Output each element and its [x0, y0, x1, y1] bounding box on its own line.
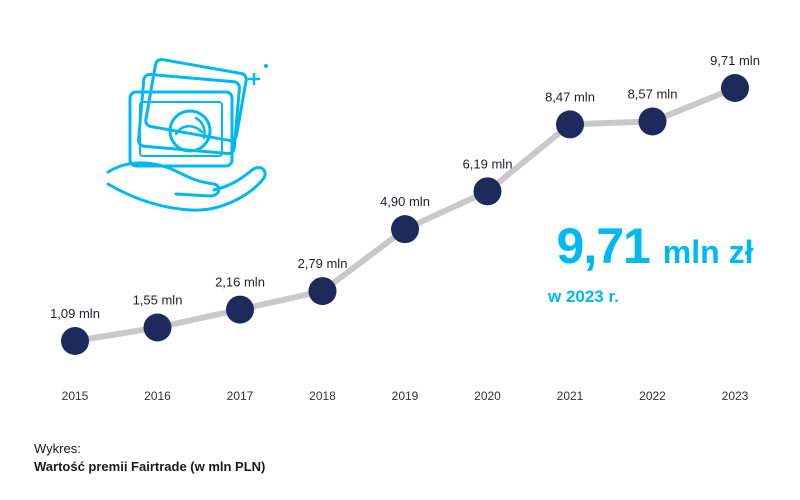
data-point	[308, 277, 337, 306]
data-label: 2,16 mln	[215, 275, 265, 290]
data-point	[721, 74, 749, 102]
x-tick-label: 2023	[722, 389, 749, 403]
data-point	[391, 215, 419, 244]
caption-title: Wartość premii Fairtrade (w mln PLN)	[34, 459, 266, 474]
caption-prefix: Wykres:	[34, 441, 81, 456]
data-label: 9,71 mln	[710, 53, 760, 68]
data-label: 4,90 mln	[380, 194, 430, 209]
data-point	[638, 107, 667, 136]
x-tick-label: 2022	[639, 389, 666, 403]
data-point	[556, 110, 584, 139]
x-tick-label: 2017	[227, 389, 254, 403]
highlight-subtitle: w 2023 r.	[548, 287, 619, 306]
highlight-value: 9,71 mln zł	[530, 218, 780, 280]
x-tick-label: 2018	[309, 389, 336, 403]
data-label: 8,47 mln	[545, 89, 595, 104]
data-label: 6,19 mln	[463, 156, 513, 171]
data-label: 1,55 mln	[133, 292, 183, 307]
data-label: 2,79 mln	[298, 256, 348, 271]
data-point	[226, 295, 254, 324]
x-tick-label: 2020	[474, 389, 501, 403]
x-tick-label: 2015	[62, 389, 89, 403]
x-tick-label: 2019	[392, 389, 419, 403]
highlight-unit: mln zł	[662, 234, 754, 270]
x-tick-label: 2021	[557, 389, 584, 403]
chart-caption: Wykres: Wartość premii Fairtrade (w mln …	[34, 440, 265, 476]
data-label: 8,57 mln	[628, 86, 678, 101]
data-point	[473, 177, 502, 206]
data-label: 1,09 mln	[50, 306, 100, 321]
x-tick-label: 2016	[144, 389, 171, 403]
data-point	[61, 327, 89, 355]
money-in-hand-icon	[106, 57, 268, 212]
highlight-number: 9,71	[556, 218, 651, 274]
data-point	[143, 313, 172, 342]
